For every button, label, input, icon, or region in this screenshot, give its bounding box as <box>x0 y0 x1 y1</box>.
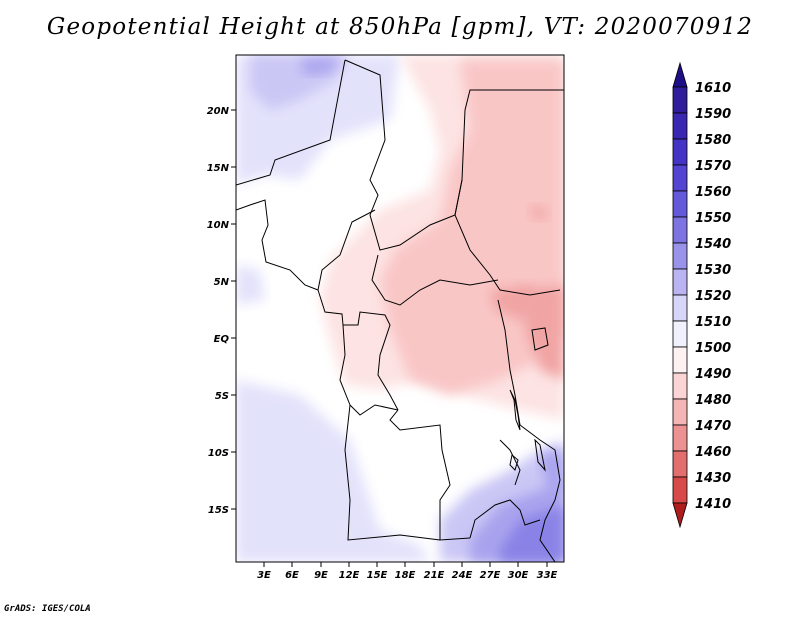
height-field <box>236 55 564 562</box>
lat-tick-label: 5N <box>214 277 230 288</box>
lon-tick-label: 15E <box>367 570 388 581</box>
lon-tick-label: 21E <box>424 570 445 581</box>
lat-tick-label: 10S <box>208 448 229 459</box>
colorbar-swatch <box>672 320 688 348</box>
lat-tick-label: EQ <box>214 334 230 345</box>
lat-tick-label: 20N <box>207 106 230 117</box>
lat-tick-label: 15N <box>207 163 230 174</box>
colorbar-label: 1610 <box>695 81 731 96</box>
lat-tick-label: 10N <box>207 220 230 231</box>
colorbar-label: 1500 <box>695 341 731 356</box>
lakes <box>509 327 549 472</box>
colorbar-swatch <box>672 112 688 140</box>
colorbar-label: 1580 <box>695 133 731 148</box>
colorbar-swatch <box>672 294 688 322</box>
colorbar-bottom-arrow <box>672 502 688 529</box>
lon-tick-label: 30E <box>508 570 529 581</box>
lon-tick-label: 24E <box>452 570 473 581</box>
grads-credit: GrADS: IGES/COLA <box>4 604 91 614</box>
map-title: Geopotential Height at 850hPa [gpm], VT:… <box>46 14 754 40</box>
lon-axis: 3E 6E 9E 12E 15E 18E 21E 24E 27E 30E 33E <box>257 562 558 581</box>
colorbar-label: 1530 <box>695 263 731 278</box>
colorbar-label: 1470 <box>695 419 731 434</box>
lon-tick-label: 33E <box>537 570 558 581</box>
lat-axis: 20N 15N 10N 5N EQ 5S 10S 15S <box>207 106 236 516</box>
colorbar-swatch <box>672 476 688 504</box>
colorbar-label: 1460 <box>695 445 731 460</box>
colorbar-swatch <box>672 216 688 244</box>
colorbar-swatch <box>672 138 688 166</box>
lat-tick-label: 5S <box>215 391 229 402</box>
colorbar-swatch <box>672 242 688 270</box>
colorbar-swatch <box>672 164 688 192</box>
map-frame <box>235 54 565 563</box>
colorbar-label: 1490 <box>695 367 731 382</box>
colorbar-label: 1520 <box>695 289 731 304</box>
lon-tick-label: 12E <box>339 570 360 581</box>
lon-tick-label: 6E <box>285 570 299 581</box>
colorbar-swatch <box>672 86 688 114</box>
colorbar-swatch <box>672 346 688 374</box>
colorbar-label: 1480 <box>695 393 731 408</box>
colorbar-label: 1550 <box>695 211 731 226</box>
lon-tick-label: 27E <box>480 570 501 581</box>
colorbar-swatch <box>672 268 688 296</box>
colorbar-label: 1410 <box>695 497 731 512</box>
colorbar-label: 1430 <box>695 471 731 486</box>
colorbar-swatch <box>672 372 688 400</box>
lon-tick-label: 3E <box>257 570 271 581</box>
colorbar-label: 1570 <box>695 159 731 174</box>
colorbar-label: 1590 <box>695 107 731 122</box>
colorbar-top-arrow <box>672 61 688 88</box>
colorbar-swatch <box>672 424 688 452</box>
lon-tick-label: 9E <box>314 570 328 581</box>
colorbar-label: 1540 <box>695 237 731 252</box>
lat-tick-label: 15S <box>208 505 229 516</box>
colorbar-label: 1510 <box>695 315 731 330</box>
lon-tick-label: 18E <box>395 570 416 581</box>
colorbar-swatch <box>672 190 688 218</box>
colorbar-swatch <box>672 450 688 478</box>
country-borders <box>236 59 564 562</box>
colorbar-swatch <box>672 398 688 426</box>
colorbar: 1610 1590 1580 1570 1560 1550 1540 1530 1520 1510… <box>672 61 731 529</box>
colorbar-label: 1560 <box>695 185 731 200</box>
